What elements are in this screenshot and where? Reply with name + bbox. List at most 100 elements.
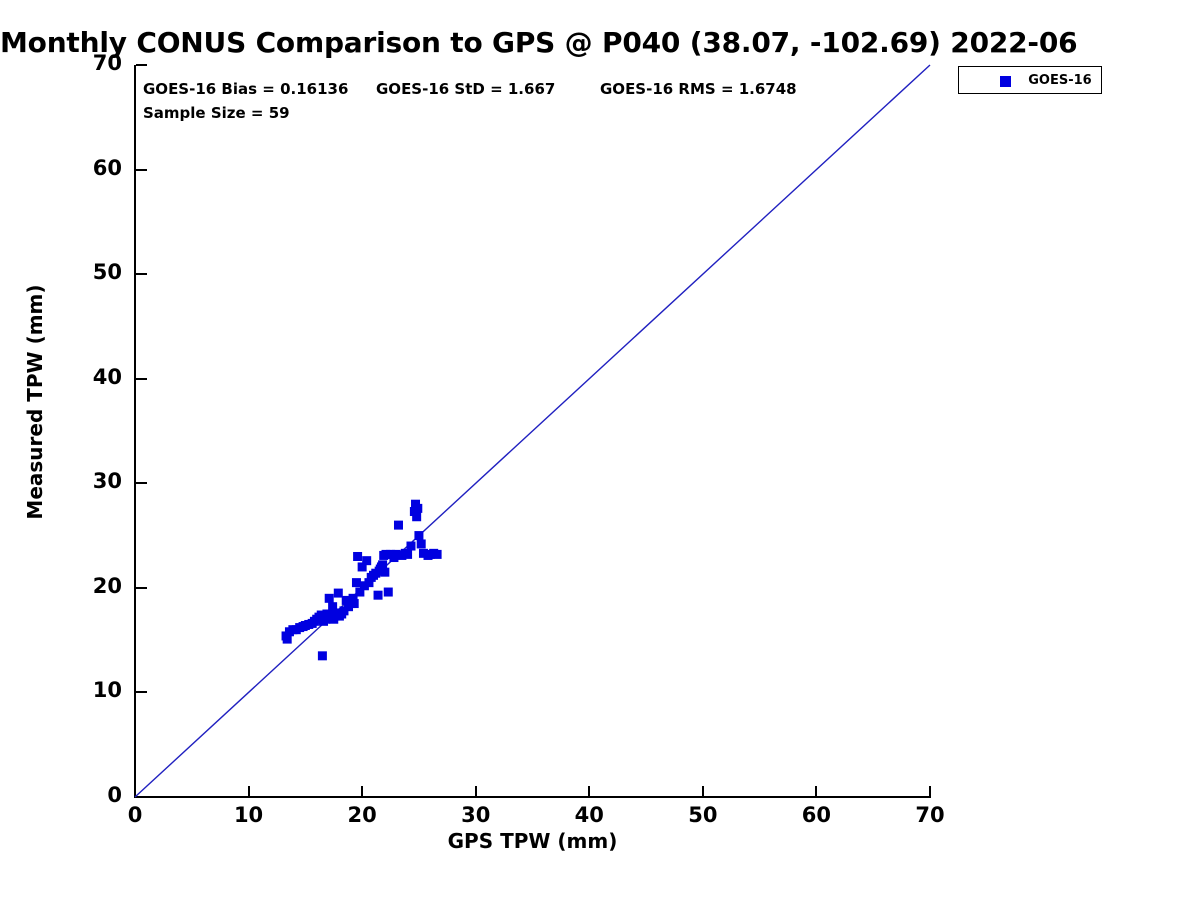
x-tick-60 <box>815 786 818 797</box>
scatter-point <box>323 612 333 622</box>
y-ticklabel-70: 70 <box>92 51 122 75</box>
x-ticklabel-10: 10 <box>233 803 264 827</box>
scatter-point <box>412 512 422 522</box>
scatter-point <box>314 612 324 622</box>
stat-std: GOES-16 StD = 1.667 <box>376 80 556 98</box>
scatter-point <box>413 503 423 513</box>
scatter-point <box>281 631 291 641</box>
scatter-point <box>409 507 419 517</box>
stat-rms: GOES-16 RMS = 1.6748 <box>600 80 797 98</box>
x-tick-20 <box>361 786 364 797</box>
x-axis-label: GPS TPW (mm) <box>447 829 618 853</box>
scatter-point <box>344 602 354 612</box>
y-tick-30 <box>136 482 147 485</box>
scatter-point <box>339 606 349 616</box>
scatter-point <box>282 634 292 644</box>
y-ticklabel-10: 10 <box>92 678 122 703</box>
stat-bias: GOES-16 Bias = 0.16136 <box>143 80 349 98</box>
scatter-point <box>333 588 343 598</box>
x-tick-40 <box>588 786 591 797</box>
legend-swatch-goes16 <box>1000 76 1011 87</box>
scatter-point <box>386 549 396 559</box>
scatter-point <box>389 553 399 563</box>
y-tick-60 <box>136 168 147 171</box>
y-ticklabel-60: 60 <box>92 155 122 180</box>
scatter-point <box>325 613 335 623</box>
scatter-point <box>329 614 339 624</box>
scatter-point <box>351 578 361 588</box>
y-tick-20 <box>136 586 147 589</box>
scatter-point <box>414 531 424 541</box>
x-tick-10 <box>247 786 250 797</box>
x-tick-0 <box>134 786 136 797</box>
scatter-point <box>349 599 359 609</box>
scatter-point <box>317 651 327 661</box>
y-tick-10 <box>136 691 147 694</box>
scatter-point <box>359 581 369 591</box>
scatter-point <box>291 625 301 635</box>
y-axis-label: Measured TPW (mm) <box>23 284 47 520</box>
scatter-point <box>400 548 410 558</box>
scatter-points-group <box>281 499 442 661</box>
scatter-point <box>328 602 338 612</box>
scatter-point <box>316 610 326 620</box>
scatter-point <box>380 567 390 577</box>
stat-sample-size: Sample Size = 59 <box>143 104 290 122</box>
scatter-point <box>423 550 433 560</box>
scatter-point <box>330 611 340 621</box>
scatter-point <box>375 564 385 574</box>
scatter-point <box>337 609 347 619</box>
scatter-point <box>416 539 426 549</box>
scatter-point <box>381 549 391 559</box>
x-ticklabel-30: 30 <box>461 803 491 827</box>
scatter-point <box>391 549 401 559</box>
scatter-point <box>383 587 393 597</box>
scatter-point <box>403 549 413 559</box>
scatter-point <box>346 599 356 609</box>
scatter-point <box>298 622 308 632</box>
scatter-point <box>309 616 319 626</box>
y-ticklabel-40: 40 <box>92 364 122 389</box>
scatter-point <box>348 593 358 603</box>
scatter-point <box>332 608 342 618</box>
y-ticklabel-30: 30 <box>92 469 122 494</box>
scatter-point <box>362 556 372 566</box>
scatter-point <box>312 614 322 624</box>
y-tick-40 <box>136 377 147 380</box>
scatter-point <box>379 550 389 560</box>
legend[interactable]: GOES-16 <box>958 66 1102 94</box>
y-ticklabel-0: 0 <box>107 783 122 807</box>
scatter-point <box>373 590 383 600</box>
x-ticklabel-40: 40 <box>574 803 604 827</box>
scatter-point <box>432 549 442 559</box>
scatter-point <box>334 611 344 621</box>
scatter-point <box>326 610 336 620</box>
scatter-point <box>371 568 381 578</box>
scatter-point <box>322 609 332 619</box>
legend-label-goes16: GOES-16 <box>1028 73 1092 88</box>
scatter-point <box>319 616 329 626</box>
scatter-point <box>321 614 331 624</box>
x-ticklabel-0: 0 <box>127 803 143 827</box>
scatter-point <box>357 562 367 572</box>
scatter-point <box>393 520 403 530</box>
scatter-point <box>397 550 407 560</box>
scatter-point <box>284 627 294 637</box>
page-title: Monthly CONUS Comparison to GPS @ P040 (… <box>0 26 1078 59</box>
scatter-point <box>324 593 334 603</box>
scatter-point <box>307 618 317 628</box>
y-ticklabel-20: 20 <box>92 573 122 598</box>
scatter-point <box>366 572 376 582</box>
y-axis-line <box>134 65 136 798</box>
y-tick-0 <box>136 796 147 798</box>
x-tick-70 <box>929 786 931 797</box>
scatter-point <box>341 595 351 605</box>
x-ticklabel-60: 60 <box>801 803 832 827</box>
x-ticklabel-70: 70 <box>915 803 945 827</box>
x-tick-30 <box>474 786 477 797</box>
scatter-point <box>295 623 305 633</box>
x-tick-50 <box>701 786 704 797</box>
one-to-one-reference-line <box>134 64 931 798</box>
